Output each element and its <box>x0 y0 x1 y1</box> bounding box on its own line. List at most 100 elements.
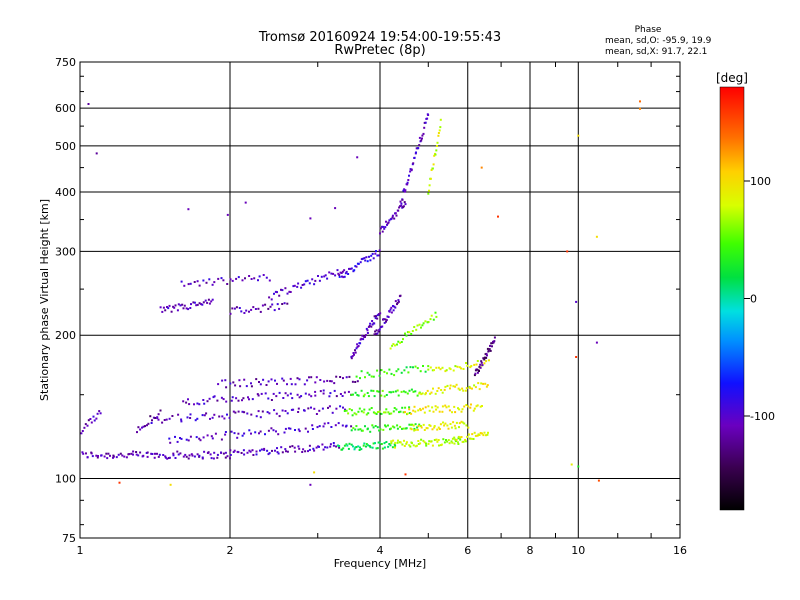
echo-point <box>264 433 266 436</box>
echo-point <box>182 455 185 458</box>
echo-point <box>342 406 344 409</box>
echo-point <box>438 428 441 430</box>
echo-point <box>211 283 214 286</box>
echo-point <box>284 427 287 430</box>
echo-point <box>281 303 284 305</box>
echo-point <box>328 395 331 398</box>
echo-point <box>385 394 388 396</box>
echo-point <box>394 390 397 393</box>
echo-point <box>433 426 436 429</box>
echo-point <box>425 392 427 395</box>
echo-point <box>333 389 336 392</box>
echo-point <box>466 364 469 367</box>
echo-point <box>262 378 265 381</box>
echo-point <box>353 448 356 451</box>
echo-point <box>421 137 423 140</box>
echo-point <box>367 412 370 415</box>
echo-point <box>390 217 393 220</box>
echo-point <box>359 342 362 345</box>
echo-point <box>226 283 229 285</box>
echo-point <box>469 366 472 369</box>
echo-point <box>151 419 153 422</box>
echo-point <box>368 324 371 327</box>
echo-point <box>159 409 162 412</box>
echo-point <box>330 426 333 428</box>
echo-point <box>376 332 379 335</box>
echo-point <box>283 302 286 305</box>
echo-point <box>465 362 467 364</box>
echo-point <box>90 452 93 455</box>
echo-point <box>136 431 138 434</box>
echo-point <box>208 278 211 281</box>
echo-point <box>206 400 209 403</box>
echo-point <box>321 443 324 446</box>
echo-point <box>404 190 406 193</box>
echo-point <box>420 393 423 396</box>
echo-point <box>405 441 408 444</box>
echo-point <box>293 284 296 287</box>
echo-point <box>205 412 208 415</box>
echo-point <box>460 367 463 370</box>
echo-point <box>435 438 438 441</box>
echo-point <box>264 392 267 395</box>
echo-point <box>297 445 300 448</box>
echo-point <box>179 304 182 307</box>
echo-point <box>337 272 340 275</box>
echo-point <box>429 318 432 321</box>
echo-point <box>454 385 457 388</box>
echo-point <box>180 437 183 440</box>
echo-point <box>454 438 457 441</box>
echo-point <box>476 434 479 437</box>
echo-point <box>345 424 348 427</box>
echo-point <box>409 423 412 426</box>
echo-point <box>370 254 373 257</box>
echo-point <box>323 380 326 383</box>
echo-point <box>424 393 427 396</box>
echo-point <box>425 442 427 445</box>
echo-point <box>339 271 342 274</box>
echo-point <box>382 225 385 228</box>
echo-point <box>422 407 424 410</box>
colorbar-label: [deg] <box>716 71 748 85</box>
echo-point <box>170 310 173 313</box>
echo-point <box>390 440 393 443</box>
echo-point <box>397 300 400 303</box>
echo-point <box>379 428 382 431</box>
echo-point <box>274 290 277 293</box>
echo-point <box>135 451 138 453</box>
echo-point <box>343 391 346 394</box>
echo-point <box>320 275 323 278</box>
echo-point <box>248 429 251 432</box>
echo-point <box>314 394 317 397</box>
echo-point <box>237 451 240 454</box>
chart-subtitle: RwPretec (8p) <box>334 43 425 58</box>
echo-point <box>207 298 210 301</box>
echo-point <box>331 411 334 414</box>
echo-point <box>182 400 185 403</box>
echo-point <box>297 428 300 431</box>
echo-point <box>405 366 408 369</box>
echo-point <box>332 272 335 275</box>
echo-point <box>246 412 249 415</box>
echo-point <box>463 405 466 408</box>
echo-point <box>401 198 404 201</box>
echo-point <box>213 451 216 454</box>
echo-point <box>375 447 378 450</box>
echo-point <box>409 427 412 430</box>
echo-point <box>377 254 380 257</box>
echo-point <box>451 437 454 440</box>
echo-point <box>278 307 281 310</box>
echo-point <box>259 383 262 386</box>
echo-point <box>257 307 260 310</box>
echo-point <box>259 430 262 433</box>
echo-point <box>339 405 342 408</box>
echo-point <box>319 390 322 393</box>
echo-point <box>338 275 341 278</box>
echo-point <box>415 151 417 154</box>
echo-point <box>428 440 431 443</box>
echo-point <box>232 381 235 384</box>
echo-point <box>446 384 449 387</box>
echo-point <box>360 448 363 451</box>
echo-point <box>345 443 348 446</box>
